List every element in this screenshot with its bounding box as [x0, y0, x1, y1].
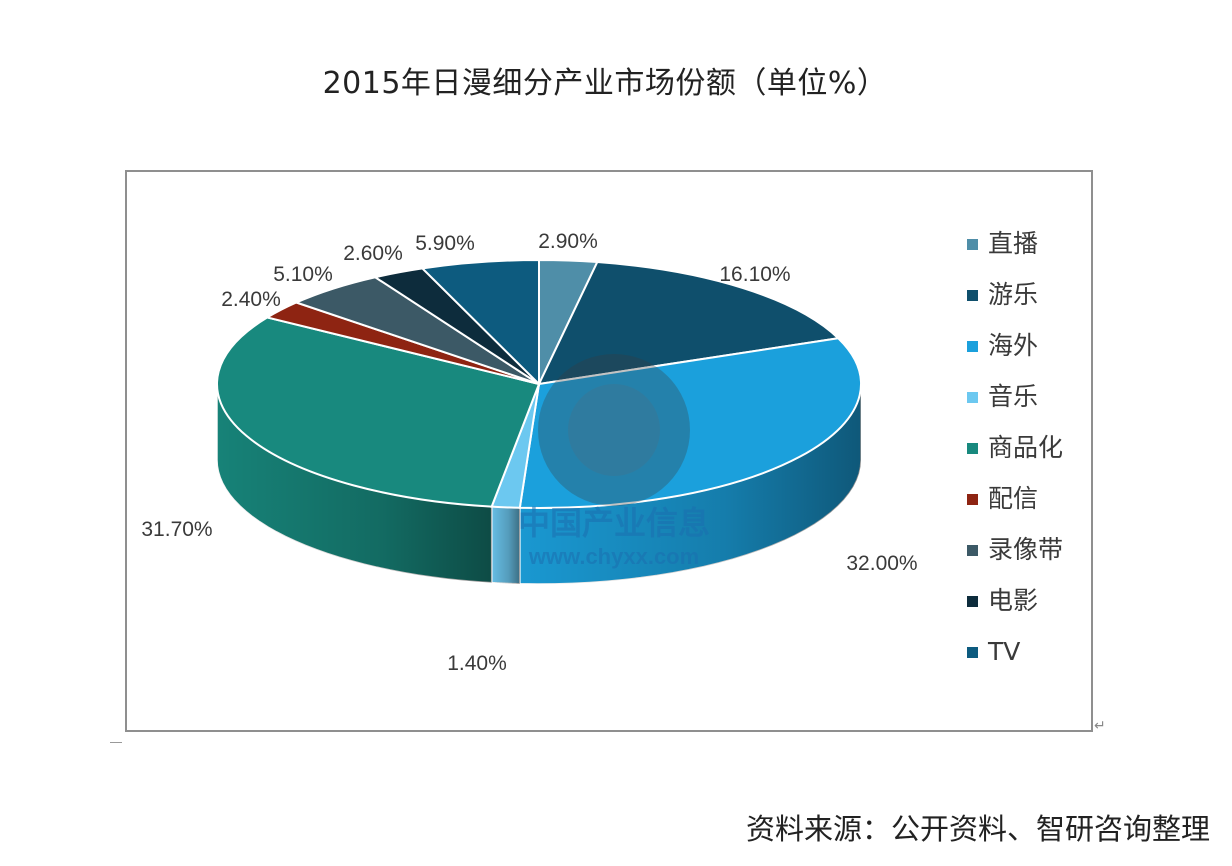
pie-slice-8 — [420, 258, 540, 387]
watermark: 中国产业信息 www.chyxx.com — [518, 354, 710, 569]
legend-swatch — [967, 290, 978, 301]
legend-label: 商品化 — [988, 433, 1064, 462]
data-label-8: 5.90% — [415, 232, 475, 255]
legend-swatch — [967, 647, 978, 658]
pie-tops — [216, 258, 862, 509]
pie-slice-2 — [518, 337, 862, 509]
legend-swatch — [967, 341, 978, 352]
data-label-2: 32.00% — [846, 552, 917, 575]
pie-slice-1 — [537, 261, 841, 386]
pie-labels: 2.90% 16.10% 32.00% 1.40% 31.70% 2.40%5.10% 2.… — [141, 230, 917, 675]
data-label-3: 1.40% — [447, 652, 507, 675]
legend-label: 配信 — [988, 484, 1039, 513]
legend-swatch — [967, 239, 978, 250]
legend-label: 游乐 — [988, 280, 1039, 309]
watermark-url: www.chyxx.com — [528, 544, 699, 569]
pie-sides — [216, 383, 862, 585]
paragraph-mark-icon: ↵ — [1094, 718, 1106, 734]
data-label-7: 2.60% — [343, 242, 403, 265]
data-label-4: 31.70% — [141, 518, 212, 541]
legend-label: 海外 — [988, 331, 1039, 360]
legend-label: TV — [988, 637, 1021, 666]
legend-label: 录像带 — [988, 535, 1064, 564]
pie-side-3 — [490, 505, 521, 585]
legend-swatch — [967, 392, 978, 403]
legend-swatch — [967, 596, 978, 607]
data-label-0: 2.90% — [538, 230, 598, 253]
data-label-6: 5.10% — [273, 263, 333, 286]
legend-swatch — [967, 545, 978, 556]
data-label-5: 2.40% — [221, 288, 281, 311]
chart-frame: 中国产业信息 www.chyxx.com 2.90% 16.10% 32.00% 1.… — [125, 170, 1093, 732]
legend-swatch — [967, 443, 978, 454]
watermark-text: 中国产业信息 — [518, 505, 710, 541]
legend-label: 电影 — [988, 586, 1039, 615]
legend-label: 音乐 — [988, 382, 1039, 411]
legend-swatch — [967, 494, 978, 505]
data-label-1: 16.10% — [719, 263, 790, 286]
pie-chart: 中国产业信息 www.chyxx.com 2.90% 16.10% 32.00% 1.… — [141, 230, 917, 675]
page-title: 2015年日漫细分产业市场份额（单位%） — [322, 66, 888, 101]
page-corner-marker — [110, 742, 122, 743]
legend-label: 直播 — [988, 229, 1039, 258]
source-note: 资料来源：公开资料、智研咨询整理 — [745, 812, 1210, 846]
